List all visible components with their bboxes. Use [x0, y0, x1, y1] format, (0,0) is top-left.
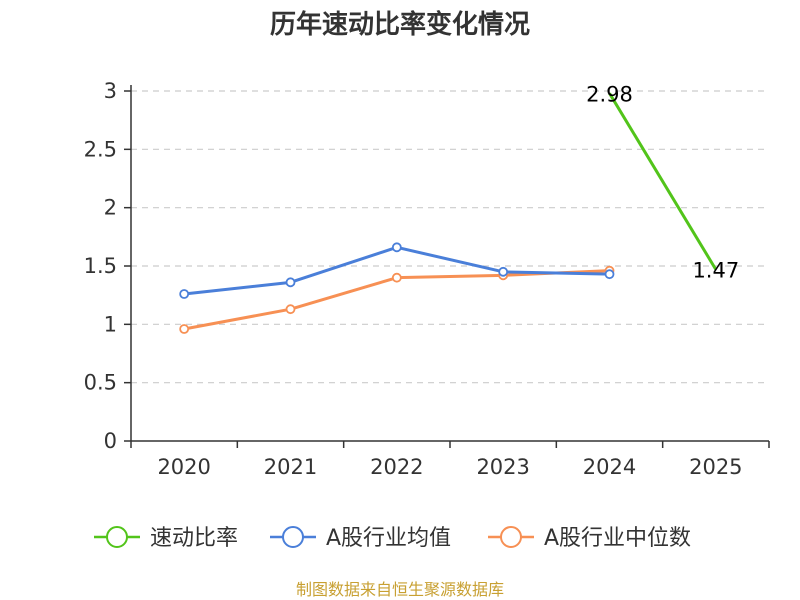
- series-line: [184, 245, 610, 296]
- x-tick-label: 2021: [264, 455, 317, 479]
- y-tick-label: 0: [104, 429, 117, 453]
- data-labels: 2.98 1.47: [586, 82, 739, 282]
- series-line: [608, 92, 718, 271]
- data-point[interactable]: [285, 304, 296, 315]
- data-point[interactable]: [391, 272, 402, 283]
- legend-item[interactable]: A股行业中位数: [488, 526, 691, 551]
- grid-lines: [131, 90, 769, 384]
- y-tick-label: 1: [104, 312, 117, 336]
- data-point[interactable]: [179, 289, 190, 299]
- x-tick-label: 2025: [689, 455, 742, 479]
- x-tick-label: 2020: [157, 455, 210, 479]
- legend-marker: [500, 526, 522, 548]
- legend-label: A股行业均值: [326, 526, 451, 551]
- y-tick-label: 0.5: [84, 371, 117, 395]
- y-tick-label: 2: [104, 196, 117, 220]
- data-label: 1.47: [692, 259, 739, 283]
- series-layer: [179, 92, 718, 334]
- data-point[interactable]: [604, 269, 615, 280]
- x-tick-label: 2023: [476, 455, 529, 479]
- y-tick-label: 1.5: [84, 254, 117, 278]
- y-tick-label: 3: [104, 79, 117, 103]
- data-point[interactable]: [285, 277, 296, 288]
- chart-title: 历年速动比率变化情况: [270, 9, 530, 40]
- x-tick-label: 2022: [370, 455, 423, 479]
- data-label: 2.98: [586, 82, 633, 106]
- legend-label: 速动比率: [150, 526, 238, 551]
- x-tick-label: 2024: [583, 455, 636, 479]
- data-point[interactable]: [498, 266, 509, 277]
- legend-marker: [282, 526, 304, 548]
- legend-item[interactable]: 速动比率: [94, 526, 238, 551]
- legend-label: A股行业中位数: [544, 526, 691, 551]
- data-point[interactable]: [179, 324, 190, 334]
- axes: 0 0.5 1 1.5 2 2.5 3 2020 2021 2022 2023 2024 2025: [84, 79, 770, 479]
- source-note: 制图数据来自恒生聚源数据库: [296, 580, 504, 599]
- data-point[interactable]: [391, 242, 402, 253]
- y-tick-label: 2.5: [84, 137, 117, 161]
- legend-item[interactable]: A股行业均值: [270, 526, 451, 551]
- legend-marker: [106, 526, 128, 548]
- legend: 速动比率 A股行业均值 A股行业中位数: [94, 526, 691, 551]
